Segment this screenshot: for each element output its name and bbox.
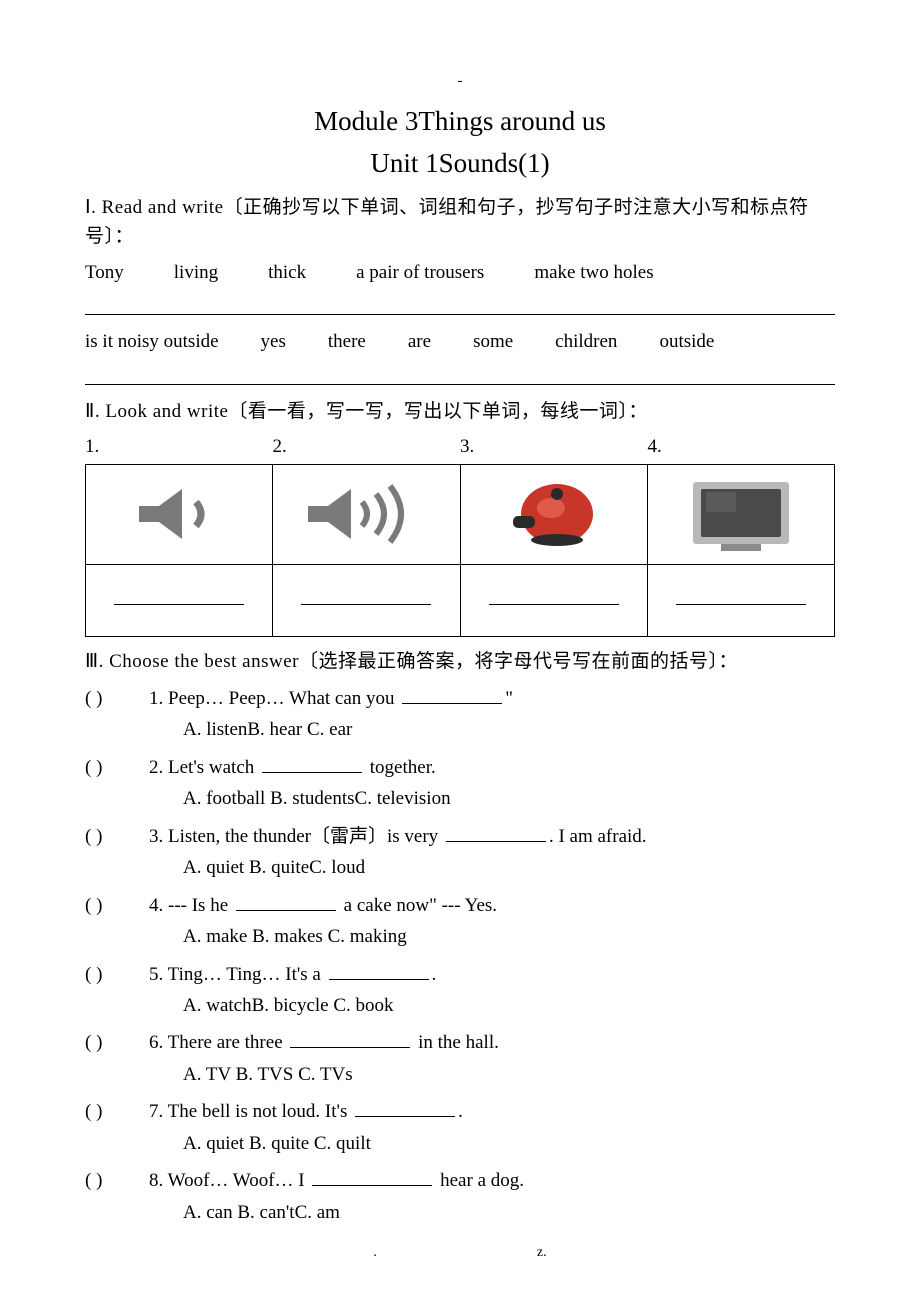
page-footer: . z.: [0, 1242, 920, 1264]
num-2: 2.: [273, 432, 461, 461]
q8-text: 8. Woof… Woof… I hear a dog.: [149, 1166, 835, 1195]
q5: ( ) 5. Ting… Ting… It's a .: [85, 960, 835, 989]
q5-blank[interactable]: [329, 965, 429, 980]
word-trousers: a pair of trousers: [356, 258, 484, 287]
q3-text: 3. Listen, the thunder〔雷声〕is very . I am…: [149, 822, 835, 851]
q7-opts: A. quiet B. quite C. quilt: [183, 1129, 835, 1158]
writing-line-2[interactable]: [85, 363, 835, 385]
q5-opts: A. watchB. bicycle C. book: [183, 991, 835, 1020]
s2-g: outside: [659, 327, 714, 356]
q3-paren[interactable]: ( ): [85, 822, 149, 851]
num-4: 4.: [648, 432, 836, 461]
q5-paren[interactable]: ( ): [85, 960, 149, 989]
image-row: [86, 464, 835, 564]
q6-opts: A. TV B. TVS C. TVs: [183, 1060, 835, 1089]
q1-text: 1. Peep… Peep… What can you ": [149, 684, 835, 713]
q4-opts: A. make B. makes C. making: [183, 922, 835, 951]
img-cell-1: [86, 464, 273, 564]
image-grid: [85, 464, 835, 637]
q8-paren[interactable]: ( ): [85, 1166, 149, 1195]
q6-paren[interactable]: ( ): [85, 1028, 149, 1057]
speaker-quiet-icon: [124, 474, 234, 554]
q6: ( ) 6. There are three in the hall.: [85, 1028, 835, 1057]
q3-blank[interactable]: [446, 827, 546, 842]
ans-cell-4[interactable]: [647, 564, 834, 636]
ans-cell-2[interactable]: [273, 564, 460, 636]
word-tony: Tony: [85, 258, 124, 287]
q1-blank[interactable]: [402, 689, 502, 704]
img-cell-4: [647, 464, 834, 564]
q7-paren[interactable]: ( ): [85, 1097, 149, 1126]
q4-text: 4. --- Is he a cake now" --- Yes.: [149, 891, 835, 920]
q1-paren[interactable]: ( ): [85, 684, 149, 713]
q2-paren[interactable]: ( ): [85, 753, 149, 782]
s2-b: yes: [261, 327, 286, 356]
bell-icon: [499, 472, 609, 557]
title-line1: Module 3Things around us: [85, 101, 835, 143]
q2: ( ) 2. Let's watch together.: [85, 753, 835, 782]
section1-sentence: is it noisy outside yes there are some c…: [85, 327, 835, 356]
q1-opts: A. listenB. hear C. ear: [183, 715, 835, 744]
q3-opts: A. quiet B. quiteC. loud: [183, 853, 835, 882]
q4: ( ) 4. --- Is he a cake now" --- Yes.: [85, 891, 835, 920]
s2-a: is it noisy outside: [85, 327, 219, 356]
answer-row: [86, 564, 835, 636]
s2-d: are: [408, 327, 431, 356]
num-3: 3.: [460, 432, 648, 461]
q4-paren[interactable]: ( ): [85, 891, 149, 920]
word-holes: make two holes: [534, 258, 653, 287]
ans-cell-1[interactable]: [86, 564, 273, 636]
word-living: living: [174, 258, 218, 287]
q4-blank[interactable]: [236, 896, 336, 911]
q8-blank[interactable]: [312, 1171, 432, 1186]
ans-cell-3[interactable]: [460, 564, 647, 636]
q7-blank[interactable]: [355, 1102, 455, 1117]
num-1: 1.: [85, 432, 273, 461]
speaker-loud-icon: [296, 474, 436, 554]
q2-blank[interactable]: [262, 758, 362, 773]
section3-instruction: Ⅲ. Choose the best answer〔选择最正确答案，将字母代号写…: [85, 647, 835, 676]
s2-e: some: [473, 327, 513, 356]
section2-numbers: 1. 2. 3. 4.: [85, 432, 835, 461]
q1: ( ) 1. Peep… Peep… What can you ": [85, 684, 835, 713]
img-cell-3: [460, 464, 647, 564]
q2-text: 2. Let's watch together.: [149, 753, 835, 782]
s2-f: children: [555, 327, 617, 356]
writing-line-1[interactable]: [85, 293, 835, 315]
q3: ( ) 3. Listen, the thunder〔雷声〕is very . …: [85, 822, 835, 851]
footer-left: .: [373, 1242, 377, 1264]
q5-text: 5. Ting… Ting… It's a .: [149, 960, 835, 989]
television-icon: [681, 472, 801, 557]
q6-blank[interactable]: [290, 1033, 410, 1048]
s2-c: there: [328, 327, 366, 356]
q7: ( ) 7. The bell is not loud. It's .: [85, 1097, 835, 1126]
footer-right: z.: [537, 1242, 547, 1264]
word-thick: thick: [268, 258, 306, 287]
img-cell-2: [273, 464, 460, 564]
section1-instruction: Ⅰ. Read and write〔正确抄写以下单词、词组和句子，抄写句子时注意…: [85, 193, 835, 252]
header-dash: -: [85, 70, 835, 93]
q8: ( ) 8. Woof… Woof… I hear a dog.: [85, 1166, 835, 1195]
q2-opts: A. football B. studentsC. television: [183, 784, 835, 813]
title-line2: Unit 1Sounds(1): [85, 143, 835, 185]
q8-opts: A. can B. can'tC. am: [183, 1198, 835, 1227]
q7-text: 7. The bell is not loud. It's .: [149, 1097, 835, 1126]
q6-text: 6. There are three in the hall.: [149, 1028, 835, 1057]
section2-instruction: Ⅱ. Look and write〔看一看，写一写，写出以下单词，每线一词〕：: [85, 397, 835, 426]
section1-words: Tony living thick a pair of trousers mak…: [85, 258, 835, 287]
